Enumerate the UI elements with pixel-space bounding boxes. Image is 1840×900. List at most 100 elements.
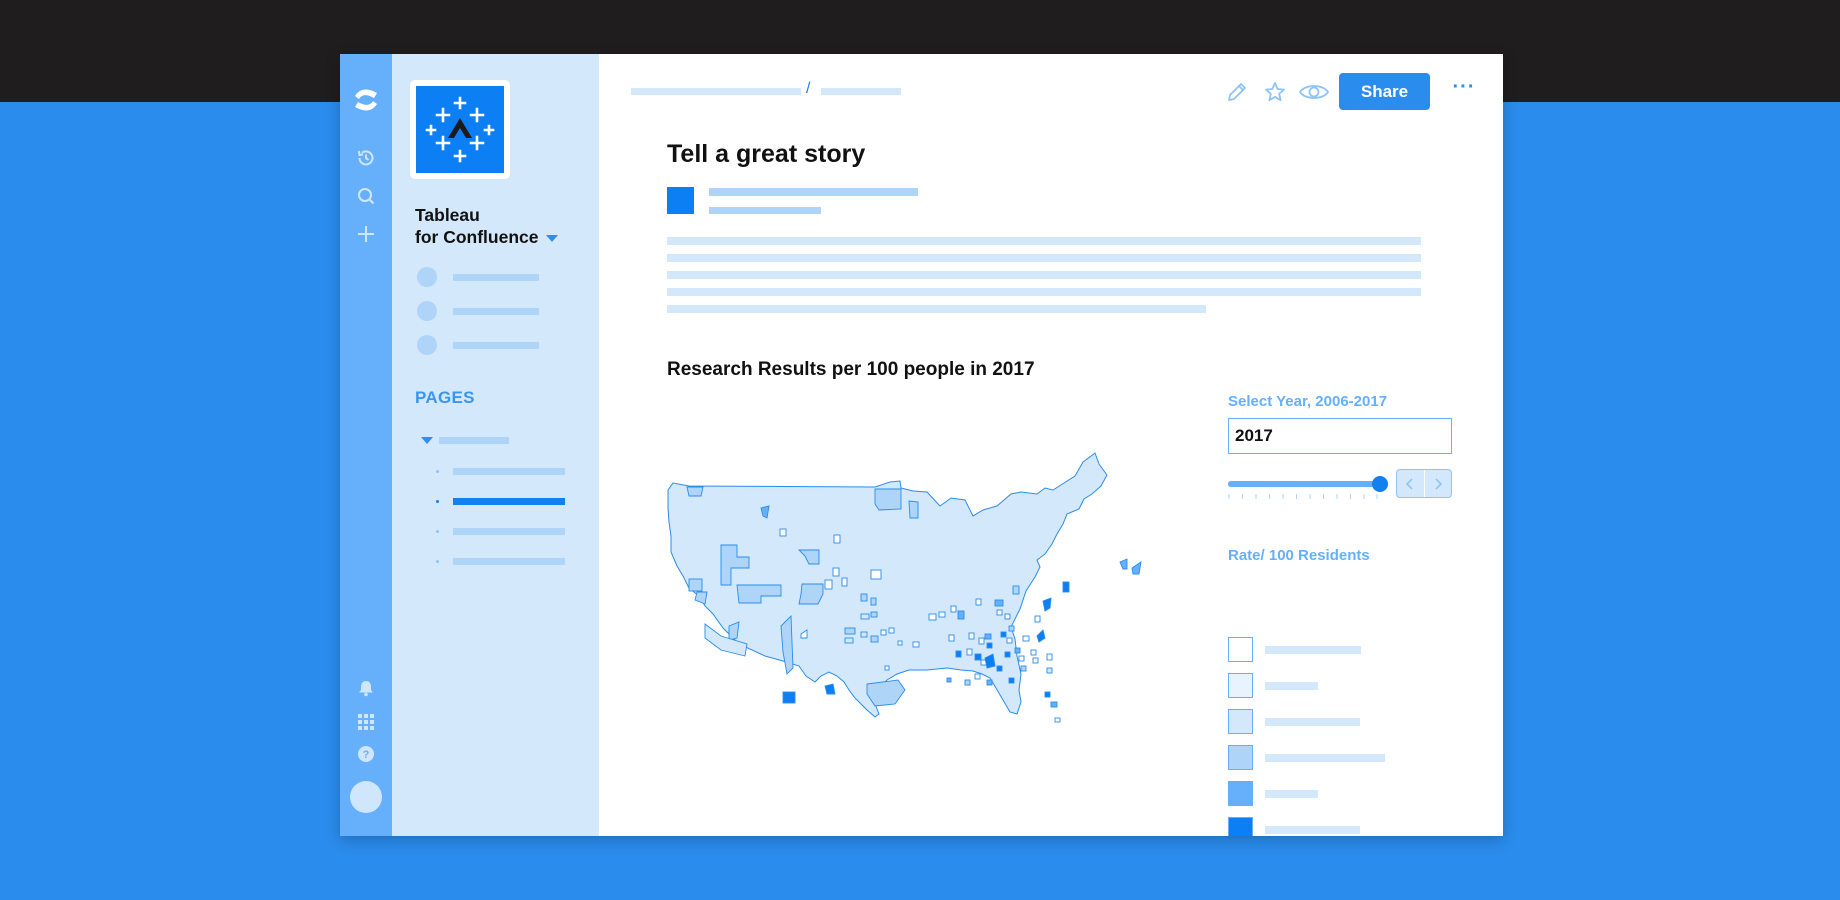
region-marker	[694, 591, 708, 605]
more-actions-button[interactable]: ···	[1452, 76, 1476, 98]
legend-item[interactable]	[1228, 637, 1361, 662]
breadcrumb-item[interactable]	[631, 88, 801, 95]
us-choropleth-map[interactable]	[665, 428, 1185, 728]
region-marker	[1042, 597, 1052, 612]
legend-item[interactable]	[1228, 817, 1360, 836]
text-placeholder-line	[667, 305, 1206, 313]
tree-expand-caret-icon[interactable]	[421, 437, 433, 444]
region-marker	[870, 611, 878, 618]
region-marker	[996, 665, 1003, 672]
region-marker	[1119, 558, 1128, 570]
region-marker	[1000, 631, 1007, 638]
region-marker	[996, 609, 1003, 616]
author-avatar[interactable]	[667, 187, 694, 214]
region-marker	[1022, 635, 1030, 642]
sidebar-nav-item[interactable]	[417, 335, 539, 355]
next-year-button[interactable]	[1423, 470, 1452, 497]
svg-text:?: ?	[363, 749, 370, 761]
global-nav-rail: ?	[340, 54, 392, 836]
page-tree-item-current[interactable]	[436, 495, 572, 507]
legend-item[interactable]	[1228, 709, 1360, 734]
region-marker	[908, 500, 919, 519]
legend-item[interactable]	[1228, 781, 1318, 806]
confluence-logo-icon[interactable]	[350, 84, 382, 116]
sidebar-nav-item[interactable]	[417, 267, 539, 287]
region-marker	[779, 528, 787, 537]
page-title-placeholder	[453, 557, 565, 565]
year-slider-track[interactable]	[1228, 481, 1378, 487]
legend-label-placeholder	[1265, 825, 1360, 834]
region-marker	[841, 577, 848, 587]
region-marker	[860, 631, 868, 638]
region-marker	[966, 648, 973, 656]
notifications-bell-icon[interactable]	[350, 672, 382, 704]
region-marker	[975, 598, 982, 606]
app-switcher-grid-icon[interactable]	[350, 706, 382, 738]
share-button[interactable]: Share	[1339, 73, 1430, 110]
region-marker	[760, 505, 770, 519]
region-marker	[1008, 625, 1015, 632]
region-marker	[688, 578, 703, 592]
region-marker	[994, 599, 1004, 607]
viz-title: Research Results per 100 people in 2017	[667, 359, 1035, 380]
region-marker	[974, 653, 982, 661]
text-placeholder-line	[667, 288, 1421, 296]
region-marker	[870, 569, 882, 580]
page-title-placeholder	[453, 497, 565, 505]
page-title-placeholder	[453, 467, 565, 475]
region-marker	[686, 486, 704, 497]
legend-label-placeholder	[1265, 789, 1318, 798]
us-map-outline	[667, 452, 1108, 718]
page-tree-item[interactable]	[436, 525, 572, 537]
region-marker	[832, 567, 840, 577]
nav-item-label-placeholder	[453, 341, 539, 349]
nav-item-label-placeholder	[453, 273, 539, 281]
space-sidebar: Tableau for Confluence PAGES	[392, 54, 599, 836]
legend-swatch	[1228, 781, 1253, 806]
year-stepper	[1396, 469, 1452, 498]
breadcrumb-item[interactable]	[821, 88, 901, 95]
page-content: / Share ··· Tell a great story Research …	[599, 54, 1503, 836]
help-icon[interactable]: ?	[350, 738, 382, 770]
region-marker	[1044, 691, 1051, 698]
page-tree-parent[interactable]	[439, 437, 509, 444]
page-tree-item[interactable]	[436, 555, 572, 567]
region-marker	[1046, 667, 1053, 674]
chevron-down-icon[interactable]	[546, 234, 559, 242]
year-filter-input[interactable]	[1228, 418, 1452, 454]
region-marker	[720, 544, 750, 586]
region-marker	[1034, 615, 1041, 623]
star-icon[interactable]	[1260, 78, 1290, 106]
create-plus-icon[interactable]	[350, 218, 382, 250]
edit-pencil-icon[interactable]	[1222, 78, 1252, 106]
nav-item-icon	[417, 335, 437, 355]
year-slider-thumb[interactable]	[1372, 476, 1388, 492]
search-icon[interactable]	[350, 180, 382, 212]
legend-label-placeholder	[1265, 717, 1360, 726]
region-marker	[866, 679, 906, 707]
space-logo[interactable]	[410, 80, 510, 179]
page-tree-item[interactable]	[436, 465, 572, 477]
space-name[interactable]: Tableau for Confluence	[415, 204, 559, 248]
byline-date-placeholder	[709, 207, 821, 214]
page-title-placeholder	[453, 527, 565, 535]
region-marker	[964, 679, 971, 686]
recent-history-icon[interactable]	[350, 142, 382, 174]
region-marker	[1008, 677, 1015, 684]
region-marker	[968, 632, 975, 640]
text-placeholder-line	[667, 271, 1421, 279]
user-avatar[interactable]	[350, 781, 382, 813]
region-marker	[974, 673, 981, 680]
nav-item-icon	[417, 267, 437, 287]
sidebar-nav-item[interactable]	[417, 301, 539, 321]
region-marker	[912, 641, 920, 648]
legend-label-placeholder	[1265, 753, 1385, 762]
legend-item[interactable]	[1228, 745, 1385, 770]
tree-bullet-icon	[436, 499, 439, 503]
region-marker	[824, 579, 833, 590]
legend-item[interactable]	[1228, 673, 1318, 698]
region-marker	[950, 605, 957, 613]
watch-eye-icon[interactable]	[1297, 78, 1331, 106]
legend-label-placeholder	[1265, 645, 1361, 654]
previous-year-button[interactable]	[1397, 470, 1424, 497]
